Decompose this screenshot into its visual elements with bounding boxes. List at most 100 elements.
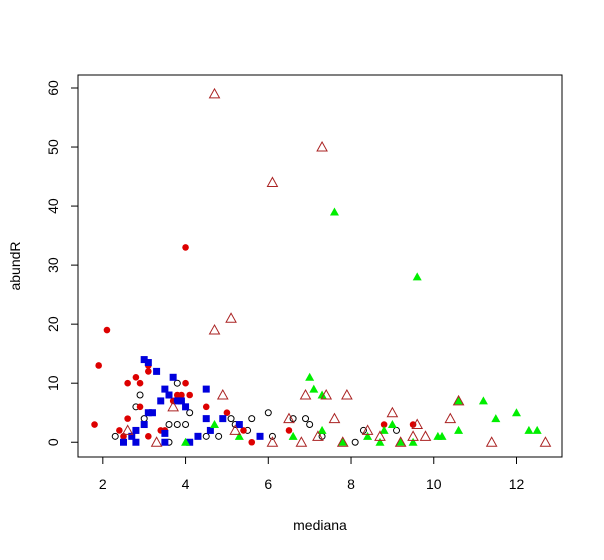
point — [165, 421, 173, 429]
point — [393, 426, 401, 434]
point — [491, 414, 501, 423]
point — [161, 429, 169, 437]
point — [208, 324, 221, 335]
point — [91, 421, 98, 428]
point — [182, 403, 190, 411]
point — [361, 424, 374, 435]
point — [136, 391, 144, 399]
point — [454, 396, 464, 405]
point — [202, 432, 210, 440]
point — [374, 430, 386, 441]
point — [121, 424, 134, 435]
point — [386, 406, 399, 418]
point — [268, 432, 276, 440]
y-tick-label: 50 — [45, 139, 61, 155]
point — [452, 394, 465, 406]
point — [219, 415, 227, 423]
point — [341, 388, 353, 400]
point — [227, 415, 235, 423]
point — [140, 421, 148, 429]
point — [317, 425, 327, 434]
point — [157, 397, 165, 405]
point — [116, 427, 123, 434]
point — [409, 421, 417, 428]
point — [194, 432, 202, 440]
point — [380, 421, 388, 428]
point — [264, 409, 272, 417]
point — [351, 438, 359, 446]
point — [225, 312, 237, 323]
x-tick-label: 4 — [182, 476, 190, 492]
point — [408, 437, 418, 446]
x-tick-label: 8 — [347, 476, 355, 492]
y-tick-label: 10 — [45, 375, 61, 391]
point — [375, 437, 385, 446]
point — [173, 379, 181, 387]
point — [173, 421, 181, 429]
point — [478, 396, 488, 405]
point — [407, 430, 419, 441]
point — [223, 409, 231, 417]
point — [248, 438, 256, 446]
point — [181, 437, 191, 446]
point — [140, 415, 148, 423]
x-tick-label: 6 — [264, 476, 272, 492]
point — [132, 373, 140, 381]
point — [210, 420, 220, 429]
point — [235, 421, 243, 429]
point — [256, 432, 264, 440]
point — [186, 409, 194, 417]
x-tick-label: 2 — [99, 476, 107, 492]
point — [120, 438, 128, 446]
y-axis-label: abundR — [7, 241, 23, 290]
point — [165, 391, 173, 399]
point — [95, 362, 102, 369]
point — [145, 368, 152, 375]
point — [202, 385, 210, 393]
point — [144, 359, 152, 367]
point — [202, 415, 210, 423]
point — [182, 421, 190, 429]
point — [444, 412, 457, 424]
point — [229, 424, 242, 435]
point — [173, 397, 181, 405]
point — [216, 388, 229, 400]
point — [206, 426, 214, 434]
point — [124, 415, 131, 422]
point — [396, 437, 406, 446]
x-axis-label: mediana — [293, 517, 347, 533]
point — [167, 400, 179, 412]
point — [132, 426, 140, 434]
point — [305, 372, 315, 381]
point — [309, 384, 319, 393]
point — [148, 409, 156, 417]
point — [329, 207, 339, 216]
point — [266, 176, 279, 187]
point — [111, 432, 119, 440]
point — [306, 421, 314, 429]
point — [302, 415, 310, 423]
point — [419, 430, 432, 441]
point — [387, 420, 397, 429]
point — [186, 391, 193, 399]
point — [215, 432, 223, 440]
point — [186, 438, 194, 446]
point — [161, 385, 169, 393]
point — [411, 418, 424, 430]
point — [285, 427, 293, 434]
x-tick-label: 12 — [509, 476, 525, 492]
y-tick-label: 20 — [45, 316, 61, 332]
point — [202, 403, 210, 411]
point — [312, 430, 324, 441]
y-tick-label: 30 — [45, 257, 61, 273]
point — [248, 415, 256, 423]
point — [103, 326, 111, 334]
point — [177, 397, 185, 405]
point — [234, 431, 244, 440]
point — [511, 408, 521, 417]
point — [153, 367, 161, 375]
x-tick-label: 10 — [426, 476, 442, 492]
point — [182, 379, 189, 387]
point — [394, 436, 407, 447]
